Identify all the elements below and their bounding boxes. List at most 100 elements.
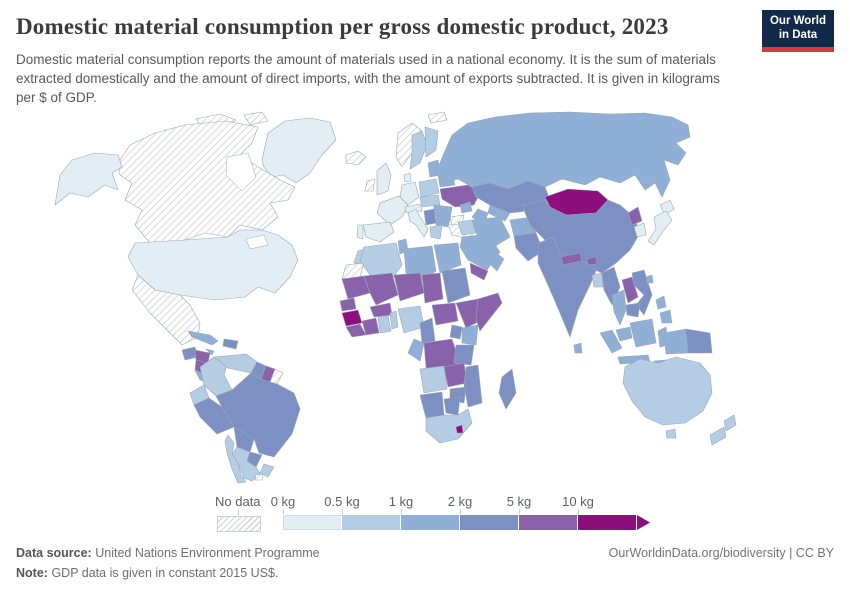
- country-italy[interactable]: [407, 208, 429, 238]
- country-chad[interactable]: [421, 272, 444, 304]
- country-russia[interactable]: [435, 111, 691, 198]
- country-central-african-republic[interactable]: [431, 302, 459, 326]
- country-somalia[interactable]: [475, 292, 503, 332]
- country-arctic-islands[interactable]: [243, 111, 269, 126]
- country-chile[interactable]: [224, 434, 247, 484]
- country-iceland[interactable]: [345, 150, 367, 166]
- country-sweden[interactable]: [409, 130, 428, 170]
- country-hispaniola[interactable]: [222, 338, 239, 350]
- country-namibia[interactable]: [419, 391, 445, 419]
- country-greenland[interactable]: [261, 117, 337, 184]
- country-north-korea[interactable]: [627, 206, 643, 226]
- country-burkina-faso[interactable]: [369, 302, 393, 318]
- country-alpine-europe[interactable]: [404, 203, 423, 214]
- country-alaska[interactable]: [54, 152, 123, 206]
- country-indonesia-papua[interactable]: [663, 328, 689, 355]
- country-bangladesh[interactable]: [591, 272, 604, 288]
- country-angola[interactable]: [419, 365, 448, 394]
- country-tasmania[interactable]: [665, 428, 677, 439]
- country-madagascar[interactable]: [498, 368, 517, 410]
- country-poland[interactable]: [418, 178, 440, 198]
- country-japan[interactable]: [647, 210, 673, 246]
- country-japan[interactable]: [659, 199, 675, 216]
- country-germany[interactable]: [399, 181, 420, 206]
- country-guinea[interactable]: [341, 309, 363, 327]
- country-tanzania[interactable]: [453, 344, 475, 366]
- country-pakistan[interactable]: [513, 232, 544, 262]
- country-denmark[interactable]: [403, 172, 412, 183]
- legend-no-data-label: No data: [215, 494, 261, 509]
- country-mali[interactable]: [363, 272, 399, 306]
- country-ghana[interactable]: [377, 314, 392, 334]
- country-philippines[interactable]: [655, 295, 667, 310]
- country-cambodia[interactable]: [625, 302, 641, 318]
- country-new-zealand[interactable]: [723, 414, 737, 432]
- country-falkland-islands[interactable]: [254, 473, 264, 481]
- country-portugal[interactable]: [356, 224, 364, 240]
- country-botswana[interactable]: [443, 396, 461, 416]
- legend-bin-1-2[interactable]: [401, 515, 460, 530]
- country-senegal[interactable]: [339, 297, 357, 312]
- country-cuba[interactable]: [187, 330, 219, 346]
- country-central-europe[interactable]: [419, 194, 441, 208]
- country-iran[interactable]: [471, 216, 511, 248]
- country-cote-divoire[interactable]: [361, 317, 380, 336]
- country-sri-lanka[interactable]: [573, 342, 583, 354]
- country-jamaica[interactable]: [205, 348, 215, 356]
- country-cameroon[interactable]: [419, 317, 436, 344]
- country-caucasus[interactable]: [459, 201, 473, 214]
- country-ireland[interactable]: [364, 178, 376, 192]
- country-nigeria[interactable]: [397, 305, 425, 334]
- country-balkans[interactable]: [423, 208, 437, 226]
- country-south-africa[interactable]: [425, 408, 473, 444]
- legend-bin-0-0.5[interactable]: [283, 515, 342, 530]
- owid-link[interactable]: OurWorldinData.org/biodiversity | CC BY: [608, 546, 834, 560]
- legend-bin-10-plus[interactable]: [578, 515, 637, 530]
- country-uzbekistan[interactable]: [487, 204, 511, 222]
- country-south-korea[interactable]: [633, 222, 647, 238]
- country-congo-gabon[interactable]: [407, 338, 425, 362]
- country-mozambique[interactable]: [463, 364, 483, 408]
- country-taiwan[interactable]: [645, 274, 654, 284]
- country-malaysia[interactable]: [615, 326, 633, 342]
- country-sierra-leone-liberia[interactable]: [345, 323, 367, 338]
- country-indonesia-sumatra[interactable]: [599, 329, 623, 354]
- country-kenya[interactable]: [461, 324, 479, 346]
- country-bhutan[interactable]: [586, 256, 598, 266]
- country-oman[interactable]: [490, 252, 505, 272]
- country-finland[interactable]: [424, 126, 439, 158]
- country-papua-new-guinea[interactable]: [685, 328, 713, 354]
- country-philippines[interactable]: [659, 309, 673, 324]
- country-thailand[interactable]: [611, 289, 627, 326]
- country-spain[interactable]: [362, 221, 395, 243]
- country-lesotho[interactable]: [455, 424, 464, 434]
- country-iraq[interactable]: [457, 219, 477, 236]
- country-saudi-arabia[interactable]: [459, 233, 501, 271]
- country-uruguay[interactable]: [259, 463, 275, 478]
- country-united-kingdom[interactable]: [376, 162, 392, 196]
- country-niger[interactable]: [393, 272, 425, 302]
- country-zambia[interactable]: [443, 362, 468, 388]
- country-sudan[interactable]: [441, 267, 471, 304]
- legend-no-data[interactable]: No data: [215, 494, 263, 532]
- country-svalbard[interactable]: [427, 111, 448, 124]
- legend-bin-0.5-1[interactable]: [342, 515, 401, 530]
- country-togo-benin[interactable]: [389, 310, 399, 330]
- country-canada[interactable]: [117, 120, 296, 244]
- country-laos[interactable]: [621, 276, 639, 304]
- legend-bin-2-5[interactable]: [460, 515, 519, 530]
- country-new-zealand[interactable]: [709, 426, 727, 446]
- country-bulgaria[interactable]: [435, 214, 451, 228]
- country-egypt[interactable]: [433, 242, 462, 274]
- country-indonesia-borneo[interactable]: [629, 318, 657, 348]
- country-france[interactable]: [376, 195, 409, 226]
- legend-no-data-swatch[interactable]: [217, 516, 261, 532]
- country-uganda[interactable]: [449, 324, 463, 340]
- legend-bin-5-10[interactable]: [519, 515, 578, 530]
- owid-logo[interactable]: Our World in Data: [762, 10, 834, 52]
- country-yemen[interactable]: [469, 262, 489, 281]
- country-australia[interactable]: [622, 356, 713, 426]
- legend-tick: [238, 510, 239, 515]
- country-greece[interactable]: [429, 224, 443, 240]
- country-algeria[interactable]: [359, 242, 403, 280]
